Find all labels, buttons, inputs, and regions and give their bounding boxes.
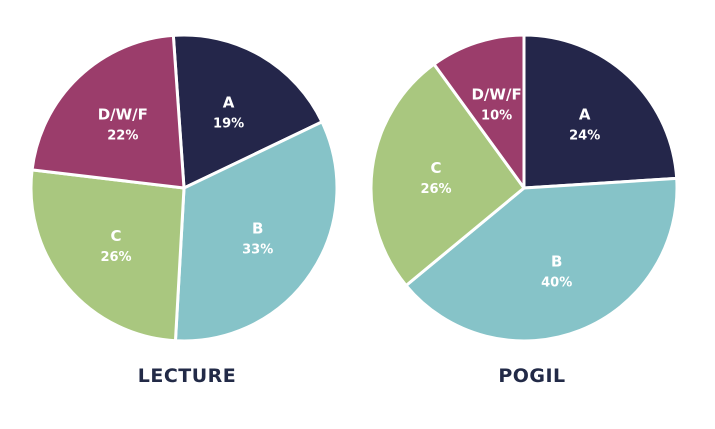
- lecture-slice-value-d-w-f: 22%: [107, 129, 138, 144]
- lecture-slice-label-c: C: [110, 227, 121, 245]
- pogil-slice-value-a: 24%: [569, 128, 600, 143]
- lecture-chart-title: LECTURE: [137, 365, 237, 387]
- lecture-slice-a: [171, 33, 324, 190]
- lecture-slice-value-c: 26%: [100, 250, 131, 265]
- pogil-slice-label-c: C: [430, 159, 441, 177]
- lecture-slice-b: [173, 120, 339, 343]
- lecture-slice-c: [29, 168, 186, 343]
- pogil-slice-label-a: A: [579, 105, 591, 123]
- lecture-slice-label-d-w-f: D/W/F: [98, 106, 148, 124]
- pogil-slice-a: [522, 33, 679, 190]
- lecture-slice-value-a: 19%: [213, 116, 244, 131]
- pogil-slice-label-b: B: [551, 253, 562, 271]
- pogil-slice-value-d-w-f: 10%: [481, 109, 512, 124]
- lecture-slice-label-b: B: [252, 219, 263, 237]
- pogil-slice-c: [369, 62, 526, 288]
- pogil-slice-d-w-f: [432, 33, 526, 190]
- lecture-slice-d-w-f: [30, 33, 186, 190]
- pogil-chart-title: POGIL: [498, 365, 566, 387]
- pogil-slice-b: [404, 176, 679, 343]
- pogil-slice-label-d-w-f: D/W/F: [471, 86, 521, 104]
- lecture-slice-label-a: A: [223, 93, 235, 111]
- pogil-slice-value-c: 26%: [420, 182, 451, 197]
- lecture-slice-value-b: 33%: [242, 242, 273, 257]
- pogil-pie: A 24% B 40% C 26% D/W/F 10%: [369, 33, 679, 343]
- lecture-pie: A 19% B 33% C 26% D/W/F 22%: [29, 33, 339, 343]
- pogil-slice-value-b: 40%: [541, 276, 572, 291]
